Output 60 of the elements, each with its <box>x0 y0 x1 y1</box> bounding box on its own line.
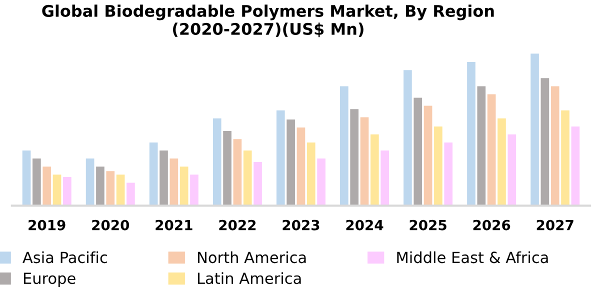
legend-label: Latin America <box>198 272 301 284</box>
bar <box>370 134 379 206</box>
bar <box>350 109 359 206</box>
bar <box>170 158 178 206</box>
bar <box>96 166 104 206</box>
bar <box>233 139 242 206</box>
bar <box>424 106 432 206</box>
bar <box>306 142 316 206</box>
bar <box>223 131 232 206</box>
bar <box>444 142 453 206</box>
bar <box>571 126 580 206</box>
bar <box>180 166 188 206</box>
legend-label: North America <box>198 251 306 264</box>
bar <box>561 110 570 206</box>
bar <box>508 134 516 206</box>
x-tick-label: 2024 <box>346 220 384 230</box>
legend-label: Europe <box>24 272 76 288</box>
bar <box>540 78 550 206</box>
bar <box>63 176 72 206</box>
x-tick-label: 2023 <box>282 220 320 230</box>
bar <box>550 86 560 206</box>
bar <box>190 174 198 206</box>
bar <box>414 98 422 206</box>
bar <box>86 158 94 206</box>
x-tick-label: 2019 <box>28 220 66 230</box>
bar <box>404 70 412 206</box>
x-tick-label: 2020 <box>92 220 130 230</box>
x-tick-label: 2026 <box>473 220 510 230</box>
x-tick-label: 2025 <box>410 220 446 230</box>
bar <box>360 117 369 206</box>
bar <box>243 150 252 206</box>
bar <box>276 110 285 206</box>
bar <box>380 150 390 206</box>
bar <box>212 118 222 206</box>
bar <box>106 171 115 206</box>
bar <box>52 174 62 206</box>
bar <box>317 158 326 206</box>
bar <box>340 86 348 206</box>
bar <box>160 150 168 206</box>
bar <box>126 182 135 206</box>
legend-label: Middle East & Africa <box>397 251 548 264</box>
bar <box>254 162 262 206</box>
bar <box>467 62 476 206</box>
bar <box>116 174 125 206</box>
bar <box>487 94 496 206</box>
x-tick-label: 2022 <box>219 220 256 230</box>
bar <box>477 86 486 206</box>
bar <box>530 54 539 206</box>
x-tick-label: 2027 <box>536 220 574 230</box>
bar <box>286 119 295 206</box>
bar <box>498 118 506 206</box>
bar <box>296 128 306 206</box>
bar <box>42 166 52 206</box>
bar <box>434 126 442 206</box>
x-tick-label: 2021 <box>156 220 192 230</box>
chart-title: Global Biodegradable Polymers Market, By Region (2020-2027)(US$ Mn) <box>42 4 494 38</box>
bar <box>149 142 158 206</box>
bar <box>32 158 41 206</box>
legend-label: Asia Pacific <box>22 251 107 264</box>
bar <box>22 150 31 206</box>
